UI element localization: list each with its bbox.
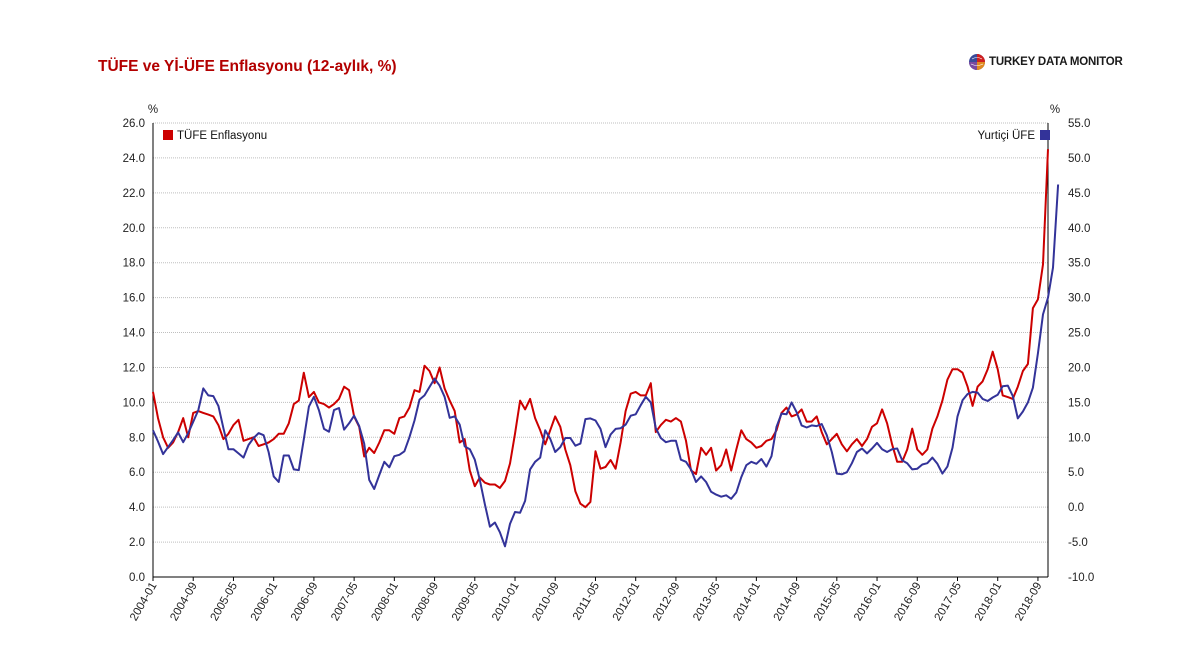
legend-label-ufe: Yurtiçi ÜFE bbox=[977, 130, 1035, 142]
left-tick-label: 22.0 bbox=[123, 188, 145, 200]
chart-title: TÜFE ve Yİ-ÜFE Enflasyonu (12-aylık, %) bbox=[98, 58, 397, 75]
right-tick-label: 45.0 bbox=[1068, 188, 1090, 200]
x-tick-label: 2005-05 bbox=[209, 581, 241, 624]
x-tick-label: 2012-01 bbox=[611, 581, 643, 624]
right-tick-label: 20.0 bbox=[1068, 362, 1090, 374]
series-line-tufe bbox=[152, 149, 1049, 509]
x-tick-label: 2016-09 bbox=[892, 581, 924, 624]
left-tick-label: 12.0 bbox=[123, 362, 145, 374]
right-tick-label: 15.0 bbox=[1068, 397, 1090, 409]
right-tick-label: 30.0 bbox=[1068, 293, 1090, 305]
x-tick-label: 2007-05 bbox=[329, 581, 361, 624]
right-tick-label: 55.0 bbox=[1068, 118, 1090, 130]
left-tick-label: 6.0 bbox=[129, 467, 145, 479]
legend: TÜFE Enflasyonu Yurtiçi ÜFE bbox=[163, 130, 1050, 142]
globe-icon bbox=[969, 54, 985, 70]
grid-lines bbox=[153, 122, 1048, 578]
right-axis-unit: % bbox=[1050, 104, 1060, 116]
x-tick-label: 2004-01 bbox=[128, 581, 160, 624]
left-tick-label: 14.0 bbox=[123, 328, 145, 340]
left-axis-unit: % bbox=[148, 104, 158, 116]
x-tick-label: 2008-09 bbox=[410, 581, 442, 624]
x-tick-label: 2017-05 bbox=[933, 581, 965, 624]
left-tick-label: 4.0 bbox=[129, 502, 145, 514]
x-tick-label: 2013-05 bbox=[691, 581, 723, 624]
x-tick-label: 2006-01 bbox=[249, 581, 281, 624]
x-tick-label: 2018-01 bbox=[973, 581, 1005, 624]
left-tick-label: 26.0 bbox=[123, 118, 145, 130]
x-tick-label: 2009-05 bbox=[450, 581, 482, 624]
series-lines bbox=[152, 149, 1060, 548]
left-tick-label: 2.0 bbox=[129, 537, 145, 549]
left-tick-label: 0.0 bbox=[129, 572, 145, 584]
right-tick-label: 50.0 bbox=[1068, 153, 1090, 165]
x-tick-label: 2014-01 bbox=[731, 581, 763, 624]
right-tick-label: 35.0 bbox=[1068, 258, 1090, 270]
left-tick-label: 8.0 bbox=[129, 432, 145, 444]
x-tick-label: 2006-09 bbox=[289, 581, 321, 624]
legend-swatch-tufe bbox=[163, 130, 173, 140]
x-tick-label: 2011-05 bbox=[571, 581, 602, 623]
left-tick-label: 20.0 bbox=[123, 223, 145, 235]
x-tick-label: 2012-09 bbox=[651, 581, 683, 624]
left-tick-label: 10.0 bbox=[123, 397, 145, 409]
right-tick-label: 25.0 bbox=[1068, 328, 1090, 340]
x-tick-label: 2015-05 bbox=[812, 581, 844, 624]
right-tick-label: -10.0 bbox=[1068, 572, 1094, 584]
x-tick-label: 2010-01 bbox=[490, 581, 522, 624]
x-tick-label: 2016-01 bbox=[852, 581, 884, 624]
legend-label-tufe: TÜFE Enflasyonu bbox=[177, 130, 267, 142]
series-line-ufe bbox=[152, 184, 1060, 548]
x-tick-label: 2004-09 bbox=[168, 581, 200, 624]
axes: 0.0 -10.0 2.0 -5.0 4.0 0.0 6.0 5.0 8.0 10.0 10.0 15… bbox=[123, 104, 1095, 623]
brand-name: TURKEY DATA MONITOR bbox=[989, 56, 1123, 68]
x-tick-label: 2010-09 bbox=[530, 581, 562, 624]
x-tick-label: 2014-09 bbox=[772, 581, 804, 624]
left-tick-label: 18.0 bbox=[123, 258, 145, 270]
brand-logo: TURKEY DATA MONITOR bbox=[968, 53, 1123, 71]
left-tick-label: 16.0 bbox=[123, 293, 145, 305]
right-tick-label: 5.0 bbox=[1068, 467, 1084, 479]
right-tick-label: -5.0 bbox=[1068, 537, 1088, 549]
x-tick-label: 2008-01 bbox=[369, 581, 401, 624]
x-tick-label: 2018-09 bbox=[1013, 581, 1045, 624]
right-tick-label: 0.0 bbox=[1068, 502, 1084, 514]
right-tick-label: 10.0 bbox=[1068, 432, 1090, 444]
legend-swatch-ufe bbox=[1040, 130, 1050, 140]
right-tick-label: 40.0 bbox=[1068, 223, 1090, 235]
left-tick-label: 24.0 bbox=[123, 153, 145, 165]
